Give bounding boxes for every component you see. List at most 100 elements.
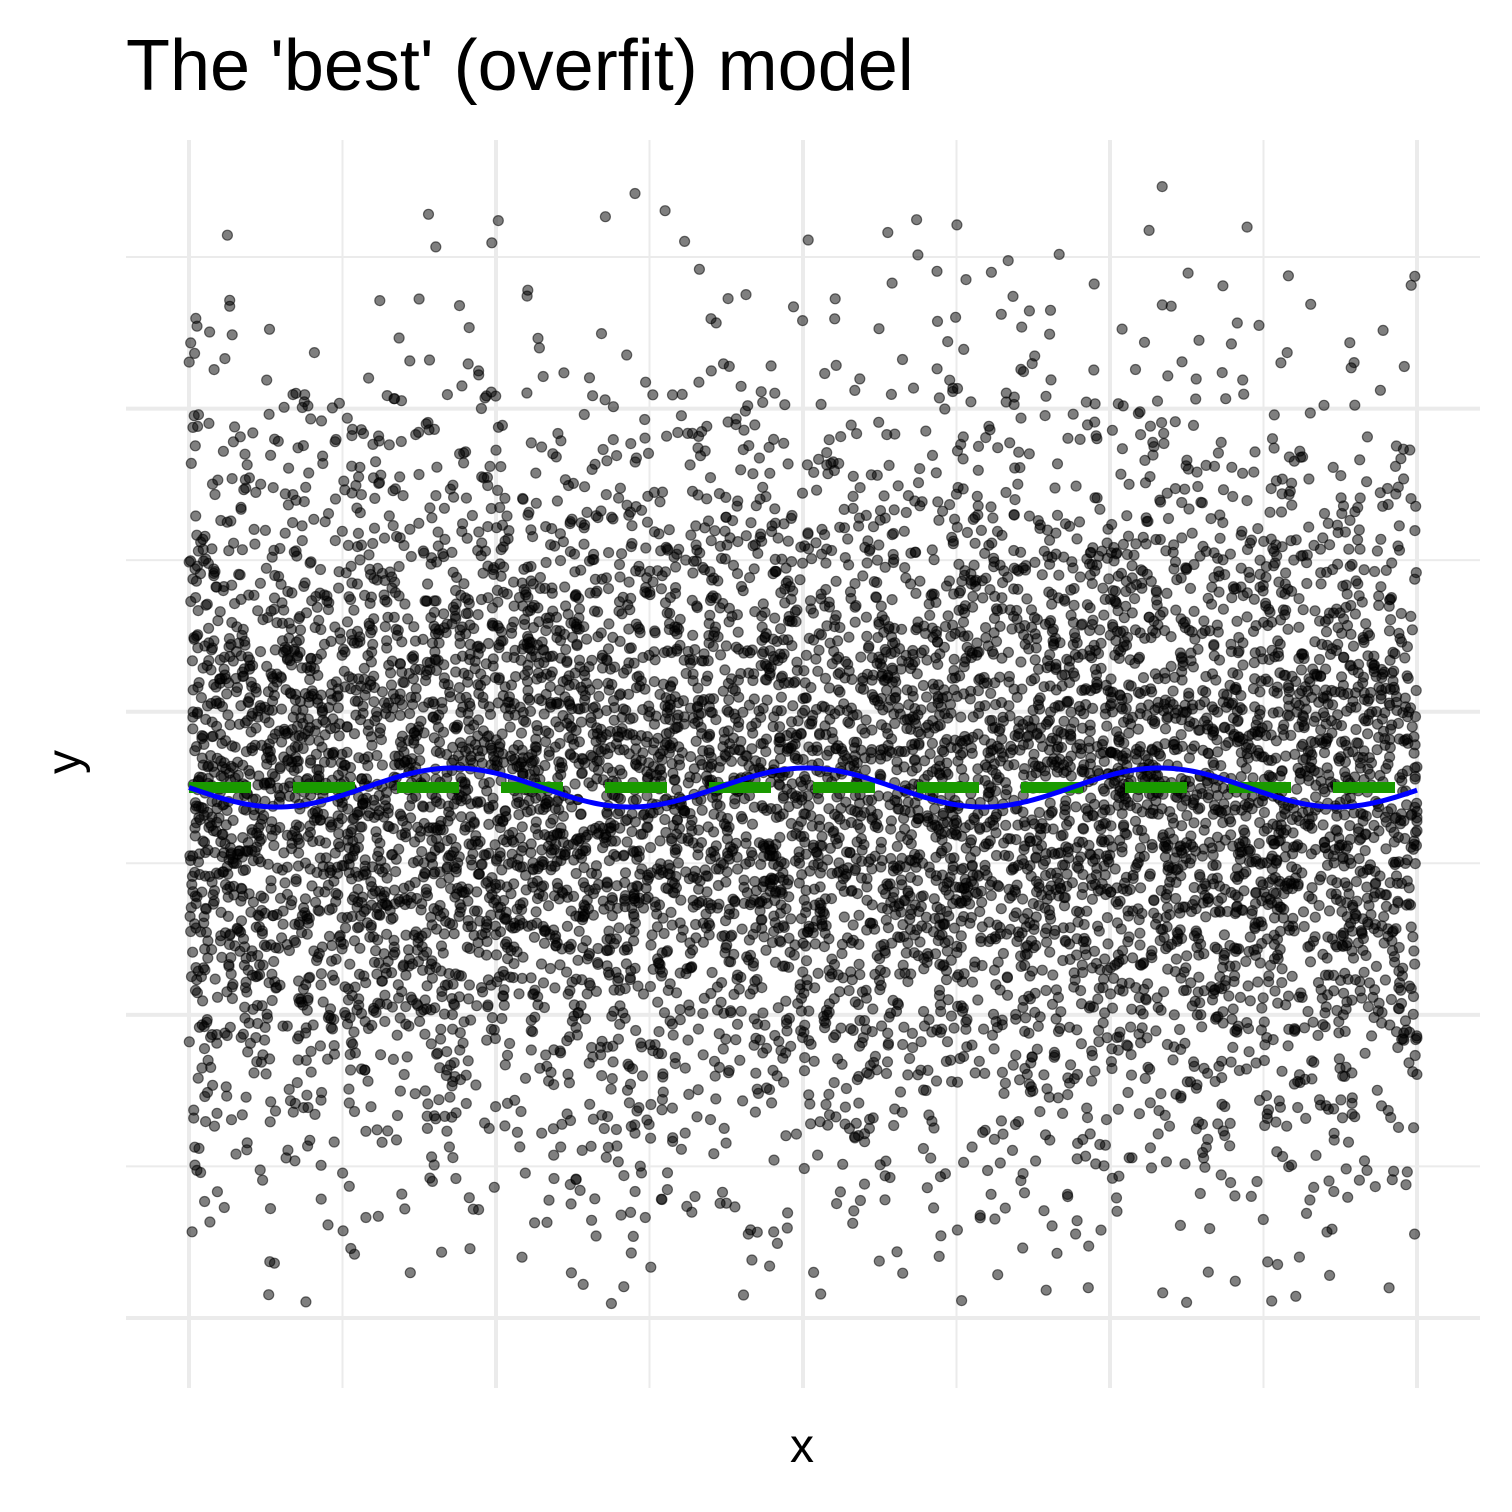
data-point — [266, 551, 278, 563]
data-point — [275, 703, 288, 715]
data-point — [386, 1001, 398, 1013]
data-point — [1204, 1222, 1216, 1235]
data-point — [435, 1023, 447, 1035]
data-point — [601, 1110, 614, 1123]
data-point — [870, 591, 882, 603]
data-point — [279, 527, 291, 539]
data-point — [1225, 338, 1238, 350]
data-point — [466, 509, 478, 522]
data-point — [925, 1152, 937, 1164]
data-point — [547, 448, 559, 460]
data-point — [675, 1143, 688, 1155]
data-point — [453, 300, 466, 312]
data-point — [261, 374, 273, 386]
data-point — [575, 716, 588, 728]
data-point — [294, 624, 307, 636]
data-point — [239, 864, 252, 876]
data-point — [613, 922, 625, 934]
data-point — [1340, 1003, 1352, 1015]
data-point — [488, 1181, 500, 1193]
data-point — [1026, 1051, 1038, 1063]
data-point — [1144, 471, 1156, 483]
data-point — [1168, 1009, 1180, 1021]
data-point — [1346, 945, 1358, 957]
data-point — [1258, 806, 1271, 819]
data-point — [614, 1018, 626, 1030]
data-point — [1013, 1074, 1026, 1086]
data-point — [1323, 769, 1335, 781]
data-point — [490, 1100, 502, 1113]
data-point — [492, 215, 504, 227]
data-point — [426, 972, 438, 984]
data-point — [309, 1108, 321, 1121]
data-point — [639, 432, 651, 444]
data-point — [626, 520, 638, 532]
data-point — [268, 839, 280, 852]
data-point — [1019, 1012, 1032, 1024]
data-point — [903, 1052, 916, 1065]
data-point — [1076, 888, 1088, 901]
data-point — [497, 990, 509, 1002]
data-point — [314, 1040, 326, 1052]
data-point — [951, 521, 963, 533]
data-point — [1279, 567, 1292, 579]
data-point — [1095, 1224, 1107, 1236]
data-point — [1158, 427, 1170, 439]
data-point — [998, 1087, 1010, 1100]
data-point — [404, 355, 416, 367]
data-point — [1104, 804, 1116, 816]
data-point — [1084, 767, 1096, 780]
data-point — [394, 471, 406, 483]
data-point — [344, 1048, 356, 1061]
data-point — [955, 941, 967, 953]
data-point — [1032, 1020, 1044, 1032]
data-point — [559, 581, 571, 593]
data-point — [387, 519, 399, 532]
data-point — [1379, 974, 1392, 986]
data-point — [780, 1130, 792, 1142]
data-point — [778, 921, 790, 934]
data-point — [226, 579, 238, 591]
data-point — [1067, 408, 1079, 420]
data-point — [861, 881, 873, 893]
data-point — [337, 1167, 349, 1179]
data-point — [1186, 527, 1198, 539]
data-point — [996, 592, 1008, 604]
data-point — [1237, 374, 1249, 386]
data-point — [240, 1091, 252, 1103]
data-point — [421, 980, 433, 992]
data-point — [1304, 407, 1316, 419]
data-point — [873, 323, 885, 335]
data-point — [345, 593, 357, 606]
data-point — [1323, 1175, 1335, 1187]
data-point — [639, 376, 652, 388]
data-point — [1383, 1282, 1395, 1294]
data-point — [800, 955, 813, 967]
data-point — [490, 444, 502, 456]
data-point — [237, 933, 250, 945]
data-point — [854, 373, 866, 385]
data-point — [507, 576, 520, 588]
data-point — [639, 1211, 651, 1224]
data-point — [237, 1028, 249, 1040]
data-point — [342, 834, 354, 846]
data-point — [735, 1005, 747, 1017]
data-point — [1257, 1213, 1269, 1226]
data-point — [1256, 1002, 1268, 1014]
data-point — [598, 1122, 610, 1135]
data-point — [930, 467, 942, 479]
data-point — [697, 936, 710, 948]
data-point — [590, 1230, 602, 1242]
data-point — [836, 947, 848, 960]
data-point — [888, 504, 900, 516]
data-point — [1309, 911, 1321, 923]
data-point — [187, 723, 199, 735]
data-point — [439, 1110, 451, 1123]
data-point — [875, 1020, 888, 1032]
data-point — [1224, 1176, 1237, 1189]
data-point — [973, 1055, 985, 1067]
data-point — [554, 959, 566, 971]
data-point — [639, 413, 651, 426]
data-point — [1270, 1116, 1282, 1128]
data-point — [1182, 463, 1195, 475]
